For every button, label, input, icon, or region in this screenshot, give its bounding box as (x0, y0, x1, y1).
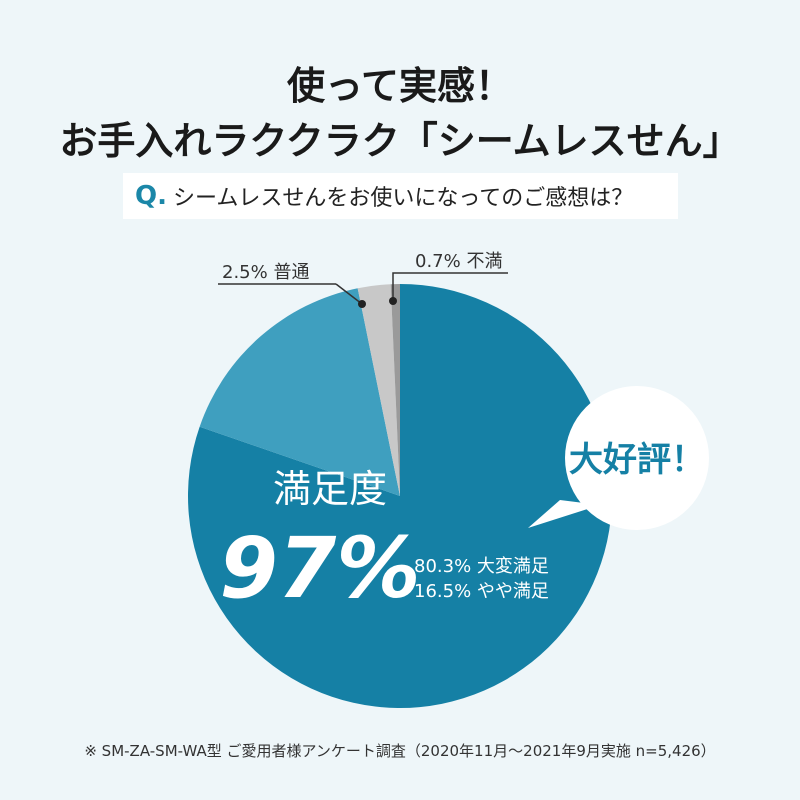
title-line2: お手入れラククラク「シームレスせん」 (59, 119, 741, 163)
leader-line-dissatisfied (392, 272, 508, 300)
pie-slice-1 (199, 288, 400, 496)
label-somewhat-satisfied: 16.5% やや満足 (414, 581, 549, 602)
label-normal: 2.5% 普通 (222, 262, 309, 283)
question-text: シームレスせんをお使いになってのご感想は？ (172, 186, 634, 211)
pie-slice-3 (390, 284, 400, 496)
label-dissatisfied: 0.7% 不満 (415, 251, 502, 272)
leader-dot-dissatisfied (389, 297, 397, 305)
footnote: ※ SM-ZA-SM-WA型 ご愛用者様アンケート調査（2020年11月〜202… (84, 742, 716, 760)
pie-slice-2 (357, 284, 400, 496)
pie-slice-0 (187, 284, 612, 709)
title-line1: 使って実感！ (286, 64, 514, 108)
question-prefix: Q. (135, 181, 167, 211)
leader-line-normal-diag (335, 283, 363, 305)
satisfaction-label: 満足度 (273, 467, 387, 511)
leader-dot-normal (358, 300, 366, 308)
speech-bubble: 大好評！ (528, 386, 709, 530)
label-very-satisfied: 80.3% 大変満足 (414, 556, 549, 577)
satisfaction-value: 97% (219, 519, 420, 617)
question-box: Q. シームレスせんをお使いになってのご感想は？ (123, 173, 678, 219)
bubble-text: 大好評！ (569, 440, 705, 480)
